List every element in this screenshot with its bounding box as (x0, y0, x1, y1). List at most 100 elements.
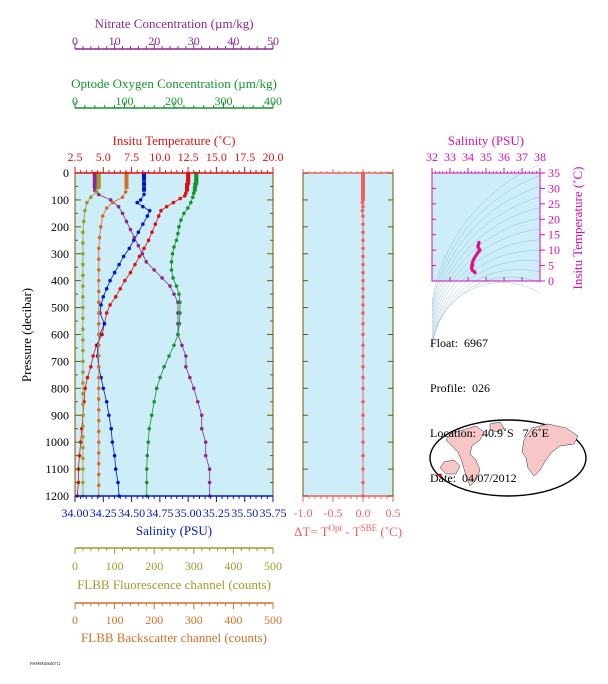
nitrate-point (132, 235, 137, 240)
map-land-australia (439, 459, 461, 475)
location-text: Location: 40.9˚S 7.6˚E (430, 426, 549, 440)
ts-temperature-tick-label: 10 (548, 243, 560, 257)
backscatter-point (96, 461, 101, 466)
backscatter-surface-point (124, 183, 129, 189)
fluorescence-point (81, 327, 85, 331)
salinity-point (145, 214, 150, 218)
salinity-point (101, 295, 106, 299)
oxygen-point (158, 375, 162, 380)
pressure-tick-label: 1100 (45, 462, 69, 476)
delta-t-point (361, 440, 365, 444)
ts-salinity-tick-label: 36 (498, 150, 510, 164)
temperature-point (85, 375, 90, 380)
delta-t-point (361, 254, 365, 259)
temperature-point (89, 365, 93, 369)
fluorescence-point (81, 402, 85, 407)
delta-t-point (361, 214, 365, 218)
nitrate-point (152, 268, 156, 272)
oxygen-point (162, 365, 166, 369)
fluorescence-point (81, 338, 85, 342)
ts-point (477, 240, 481, 245)
ts-salinity-tick-label: 32 (426, 150, 438, 164)
oxygen-point (177, 292, 181, 296)
oxygen-point (146, 440, 151, 444)
nitrate-point (203, 453, 208, 458)
pressure-tick-label: 800 (51, 381, 69, 395)
temperature-point (164, 204, 169, 209)
nitrate-surface-point (92, 179, 97, 185)
oxygen-point (174, 238, 179, 243)
temperature-tick-label: 15.0 (206, 150, 227, 164)
ts-density-contour (431, 269, 541, 344)
fluorescence-point (81, 370, 85, 374)
temperature-tick-label: 20.0 (263, 150, 284, 164)
delta-t-point (361, 321, 365, 326)
oxygen-surface-point (192, 186, 197, 192)
pressure-tick-label: 1000 (45, 435, 69, 449)
nitrate-axis-label: Nitrate Concentration (µm/kg) (94, 16, 253, 31)
fluorescence-series-line (82, 174, 100, 496)
nitrate-point (136, 243, 141, 248)
nitrate-axis: 0 10 20 30 40 50 (72, 34, 279, 50)
nitrate-point (168, 284, 172, 288)
fluorescence-point (94, 190, 99, 194)
delta-t-surface-point (361, 193, 365, 199)
nitrate-series-line (94, 174, 211, 496)
oxygen-surface-point (194, 179, 199, 185)
nitrate-point (199, 413, 204, 418)
delta-t-point (361, 386, 365, 391)
delta-t-surface-point (361, 179, 365, 185)
temperature-point (76, 480, 81, 485)
salinity-point (116, 480, 120, 485)
fluorescence-point (81, 305, 85, 310)
backscatter-point (96, 300, 101, 305)
backscatter-point (96, 246, 101, 251)
temperature-point (104, 311, 109, 315)
backscatter-point (96, 278, 101, 283)
oxygen-point (147, 426, 152, 431)
fluorescence-tick-label: 500 (264, 559, 282, 573)
oxygen-point (144, 480, 149, 485)
delta-t-point (360, 200, 365, 205)
salinity-surface-point (142, 181, 147, 187)
ts-series-group (470, 240, 482, 275)
nitrate-point (124, 219, 129, 224)
oxygen-point (177, 225, 181, 229)
oxygen-tick-label: 400 (264, 94, 282, 108)
backscatter-tick-label: 500 (264, 613, 282, 627)
salinity-tick-label: 35.75 (260, 506, 287, 520)
main-series-group (75, 171, 212, 498)
salinity-tick-label: 35.50 (231, 506, 258, 520)
temperature-point (159, 208, 163, 213)
nitrate-point (160, 276, 164, 280)
salinity-point (117, 262, 121, 267)
backscatter-point (96, 365, 101, 369)
delta-t-point (361, 354, 365, 358)
salinity-point (136, 230, 141, 235)
ts-panel-background (432, 173, 540, 281)
nitrate-point (172, 292, 176, 296)
salinity-surface-point (142, 186, 147, 192)
delta-t-point (361, 467, 365, 471)
backscatter-point (96, 375, 101, 380)
delta-t-axis: -1.0 -0.5 0.0 0.5 (294, 169, 401, 520)
ts-density-contour (431, 175, 541, 308)
salinity-surface-point (142, 175, 147, 181)
salinity-point (99, 303, 103, 307)
backscatter-point (96, 408, 101, 412)
backscatter-point (104, 206, 109, 210)
salinity-tick-label: 35.25 (203, 506, 230, 520)
main-profile-panel: 0 100 200 300 400 500 600 700 800 900 1000 1100 1200… (19, 166, 274, 503)
delta-t-tick-label: -0.5 (324, 506, 343, 520)
delta-t-surface-point (361, 187, 365, 193)
pressure-tick-label: 600 (51, 328, 69, 342)
ts-point (473, 255, 477, 259)
delta-t-point (361, 426, 365, 431)
delta-t-point (361, 278, 365, 283)
oxygen-point (167, 354, 171, 358)
backscatter-point (96, 332, 101, 337)
delta-t-point (361, 222, 365, 226)
temperature-point (142, 246, 146, 251)
temperature-point (118, 286, 123, 291)
backscatter-point (96, 386, 101, 391)
